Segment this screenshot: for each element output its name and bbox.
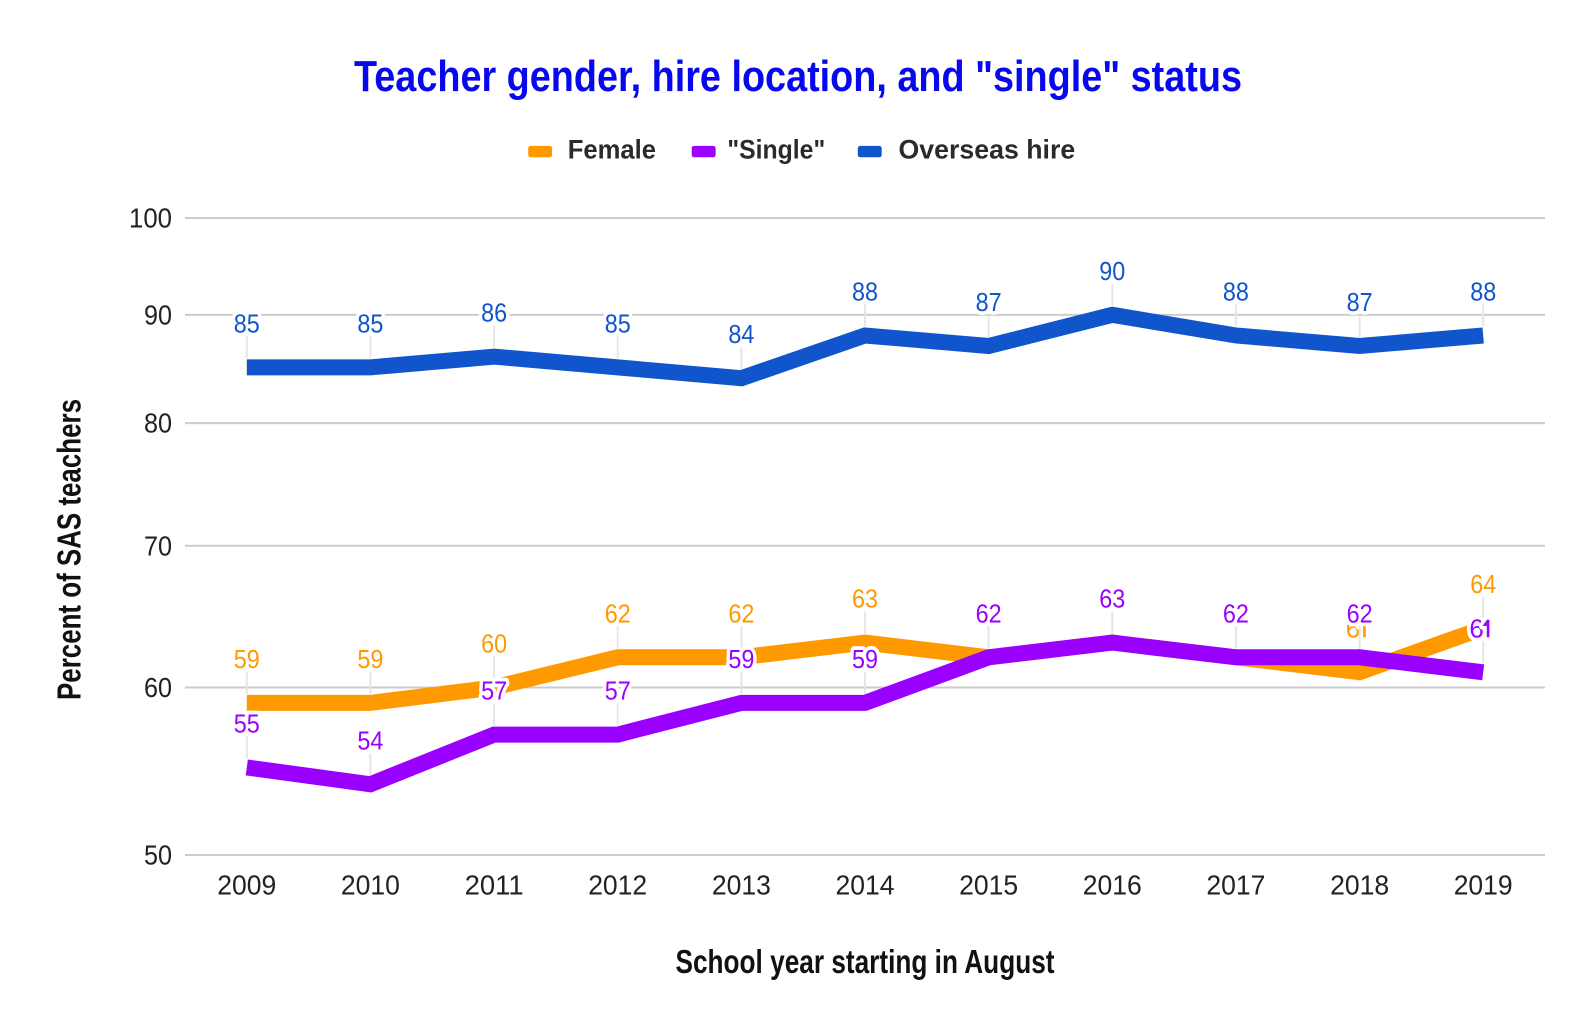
svg-text:84: 84 [728, 319, 754, 349]
svg-text:50: 50 [144, 840, 172, 871]
svg-text:62: 62 [976, 598, 1002, 628]
svg-text:85: 85 [357, 308, 383, 338]
svg-text:87: 87 [976, 287, 1002, 317]
svg-text:Percent of SAS teachers: Percent of SAS teachers [50, 399, 87, 700]
svg-text:Overseas hire: Overseas hire [899, 135, 1076, 165]
svg-text:90: 90 [144, 299, 172, 330]
svg-text:60: 60 [144, 672, 172, 703]
svg-text:90: 90 [1099, 256, 1125, 286]
svg-text:55: 55 [234, 708, 260, 738]
svg-text:88: 88 [1223, 277, 1249, 307]
svg-text:2016: 2016 [1083, 870, 1142, 901]
svg-text:6: 6 [1469, 613, 1483, 643]
svg-text:2011: 2011 [465, 870, 524, 901]
svg-text:2009: 2009 [217, 870, 276, 901]
svg-text:100: 100 [129, 203, 172, 234]
svg-text:62: 62 [1223, 598, 1249, 628]
svg-text:2019: 2019 [1454, 870, 1513, 901]
svg-text:2015: 2015 [959, 870, 1018, 901]
svg-text:62: 62 [976, 598, 1002, 628]
svg-text:60: 60 [481, 628, 507, 658]
svg-text:63: 63 [1099, 584, 1125, 614]
svg-text:57: 57 [605, 676, 631, 706]
svg-text:59: 59 [234, 644, 260, 674]
svg-text:Teacher gender, hire location,: Teacher gender, hire location, and "sing… [354, 52, 1242, 101]
svg-text:2010: 2010 [341, 870, 400, 901]
svg-text:2018: 2018 [1330, 870, 1389, 901]
svg-text:63: 63 [1099, 584, 1125, 614]
svg-text:85: 85 [234, 308, 260, 338]
svg-text:62: 62 [1223, 598, 1249, 628]
svg-text:88: 88 [852, 277, 878, 307]
svg-text:2017: 2017 [1206, 870, 1265, 901]
svg-text:57: 57 [481, 676, 507, 706]
svg-text:59: 59 [852, 644, 878, 674]
svg-text:70: 70 [144, 530, 172, 561]
svg-text:87: 87 [1347, 287, 1373, 317]
svg-text:80: 80 [144, 408, 172, 439]
svg-text:59: 59 [728, 644, 754, 674]
svg-text:2013: 2013 [712, 870, 771, 901]
svg-text:6: 6 [1346, 613, 1360, 643]
svg-text:Female: Female [568, 135, 656, 165]
svg-text:88: 88 [1470, 277, 1496, 307]
svg-text:2014: 2014 [836, 870, 895, 901]
svg-text:85: 85 [605, 308, 631, 338]
svg-text:86: 86 [481, 298, 507, 328]
svg-text:"Single": "Single" [727, 135, 825, 165]
svg-text:62: 62 [728, 598, 754, 628]
svg-text:62: 62 [605, 598, 631, 628]
svg-text:School year starting in August: School year starting in August [676, 943, 1055, 980]
svg-text:54: 54 [357, 725, 383, 755]
svg-text:63: 63 [852, 584, 878, 614]
svg-text:59: 59 [357, 644, 383, 674]
svg-text:64: 64 [1470, 569, 1496, 599]
svg-text:62: 62 [1347, 598, 1373, 628]
svg-text:2012: 2012 [588, 870, 647, 901]
